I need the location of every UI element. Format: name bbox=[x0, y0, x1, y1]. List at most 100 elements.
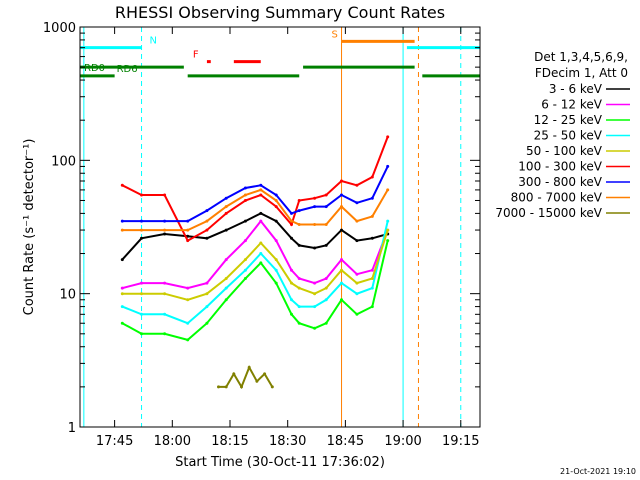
series-7-point-16 bbox=[386, 188, 390, 192]
series-0-point-14 bbox=[355, 239, 359, 243]
series-0-point-10 bbox=[297, 243, 301, 247]
series-8-point-4 bbox=[247, 365, 251, 369]
series-8-point-0 bbox=[217, 385, 220, 389]
series-3-point-8 bbox=[274, 268, 278, 272]
series-7-point-12 bbox=[324, 223, 328, 226]
series-6-point-8 bbox=[274, 193, 278, 197]
y-axis-label: Count Rate (s⁻¹ detector⁻¹) bbox=[22, 139, 37, 316]
series-6-point-10 bbox=[297, 209, 301, 213]
series-6-point-13 bbox=[340, 193, 343, 197]
x-tick-label-2: 18:15 bbox=[211, 434, 248, 449]
series-6-point-11 bbox=[313, 205, 317, 209]
x-tick-label-3: 18:30 bbox=[269, 434, 306, 449]
series-1-point-7 bbox=[259, 219, 263, 223]
series-5-point-4 bbox=[205, 228, 209, 232]
series-6-point-16 bbox=[386, 164, 390, 168]
series-6-point-12 bbox=[324, 205, 328, 209]
series-5-point-2 bbox=[163, 193, 167, 197]
series-1-point-15 bbox=[370, 268, 374, 272]
series-5-point-7 bbox=[259, 193, 263, 197]
series-1-point-2 bbox=[163, 281, 167, 285]
series-2-point-16 bbox=[386, 239, 390, 243]
series-3-point-1 bbox=[140, 312, 143, 316]
series-4-point-1 bbox=[140, 292, 143, 296]
flag-label-RD6: RD6 bbox=[117, 64, 138, 75]
y-tick-label-2: 100 bbox=[51, 154, 76, 169]
series-0-point-5 bbox=[224, 228, 228, 232]
series-1-point-3 bbox=[186, 286, 190, 290]
series-7-point-6 bbox=[243, 193, 247, 197]
legend-label-0: 3 - 6 keV bbox=[549, 82, 603, 96]
series-5-point-0 bbox=[120, 183, 124, 187]
series-7-point-8 bbox=[274, 199, 278, 202]
series-0-point-6 bbox=[243, 219, 247, 223]
legend-label-5: 100 - 300 keV bbox=[518, 160, 602, 174]
series-3-point-16 bbox=[386, 219, 390, 223]
legend-label-2: 12 - 25 keV bbox=[534, 113, 603, 127]
series-3-point-5 bbox=[224, 286, 228, 290]
plot-frame bbox=[79, 26, 481, 428]
flag-label-S: S bbox=[332, 29, 338, 40]
series-1-point-0 bbox=[120, 286, 124, 290]
flag-label-N: N bbox=[150, 36, 157, 47]
series-line-8 bbox=[218, 365, 274, 390]
series-5-point-3 bbox=[186, 239, 190, 243]
series-7-point-15 bbox=[370, 214, 374, 218]
series-8-point-5 bbox=[255, 379, 259, 383]
series-4-point-6 bbox=[243, 258, 247, 262]
series-0-point-15 bbox=[370, 236, 374, 240]
series-1-point-6 bbox=[243, 239, 247, 243]
series-5-point-10 bbox=[297, 199, 301, 202]
legend-label-3: 25 - 50 keV bbox=[534, 129, 603, 143]
plot-area: N F S RD0 RD6 bbox=[79, 26, 481, 428]
series-2-point-7 bbox=[259, 261, 263, 265]
series-1-point-9 bbox=[290, 268, 293, 272]
series-7-point-7 bbox=[259, 188, 263, 192]
x-tick-label-1: 18:00 bbox=[154, 434, 191, 449]
series-8-point-2 bbox=[232, 372, 236, 376]
series-7-point-0 bbox=[120, 228, 124, 232]
series-6-point-15 bbox=[370, 196, 374, 200]
series-5-point-9 bbox=[290, 223, 293, 226]
x-tick-label-5: 19:00 bbox=[384, 434, 421, 449]
series-line-1 bbox=[122, 219, 389, 290]
series-4-point-0 bbox=[120, 292, 124, 296]
series-1-point-1 bbox=[140, 281, 143, 285]
series-3-point-13 bbox=[340, 281, 343, 285]
series-4-point-12 bbox=[324, 286, 328, 290]
series-0-point-0 bbox=[120, 258, 124, 262]
y-tick-label-0: 1 bbox=[68, 421, 76, 436]
series-6-point-14 bbox=[355, 201, 359, 205]
series-1-point-8 bbox=[274, 239, 278, 243]
series-8-point-1 bbox=[224, 385, 228, 389]
series-2-point-2 bbox=[163, 332, 167, 336]
series-5-point-5 bbox=[224, 211, 228, 215]
x-axis-ticks: 17:45 18:00 18:15 18:30 18:45 19:00 19:15 bbox=[96, 27, 480, 449]
series-2-point-10 bbox=[297, 321, 301, 325]
series-0-point-2 bbox=[163, 232, 167, 236]
series-3-point-11 bbox=[313, 305, 317, 309]
series-0-point-4 bbox=[205, 236, 209, 240]
series-6-point-3 bbox=[186, 219, 190, 223]
chart-title: RHESSI Observing Summary Count Rates bbox=[115, 3, 445, 22]
series-7-point-14 bbox=[355, 219, 359, 223]
series-3-point-0 bbox=[120, 305, 124, 309]
series-3-point-15 bbox=[370, 286, 374, 290]
series-2-point-8 bbox=[274, 281, 278, 285]
series-3-point-10 bbox=[297, 305, 301, 309]
series-0-point-12 bbox=[324, 243, 328, 247]
series-0-point-1 bbox=[140, 236, 143, 240]
x-tick-label-6: 19:15 bbox=[442, 434, 479, 449]
series-7-point-11 bbox=[313, 223, 317, 226]
series-3-point-9 bbox=[290, 298, 293, 302]
series-4-point-15 bbox=[370, 277, 374, 280]
x-tick-label-4: 18:45 bbox=[327, 434, 364, 449]
series-6-point-9 bbox=[290, 211, 293, 215]
series-5-point-16 bbox=[386, 135, 390, 139]
series-7-point-3 bbox=[186, 228, 190, 232]
series-3-point-2 bbox=[163, 312, 167, 316]
flag-label-RD0: RD0 bbox=[84, 63, 105, 74]
series-4-point-11 bbox=[313, 292, 317, 296]
series-2-point-5 bbox=[224, 298, 228, 302]
series-3-point-14 bbox=[355, 292, 359, 296]
